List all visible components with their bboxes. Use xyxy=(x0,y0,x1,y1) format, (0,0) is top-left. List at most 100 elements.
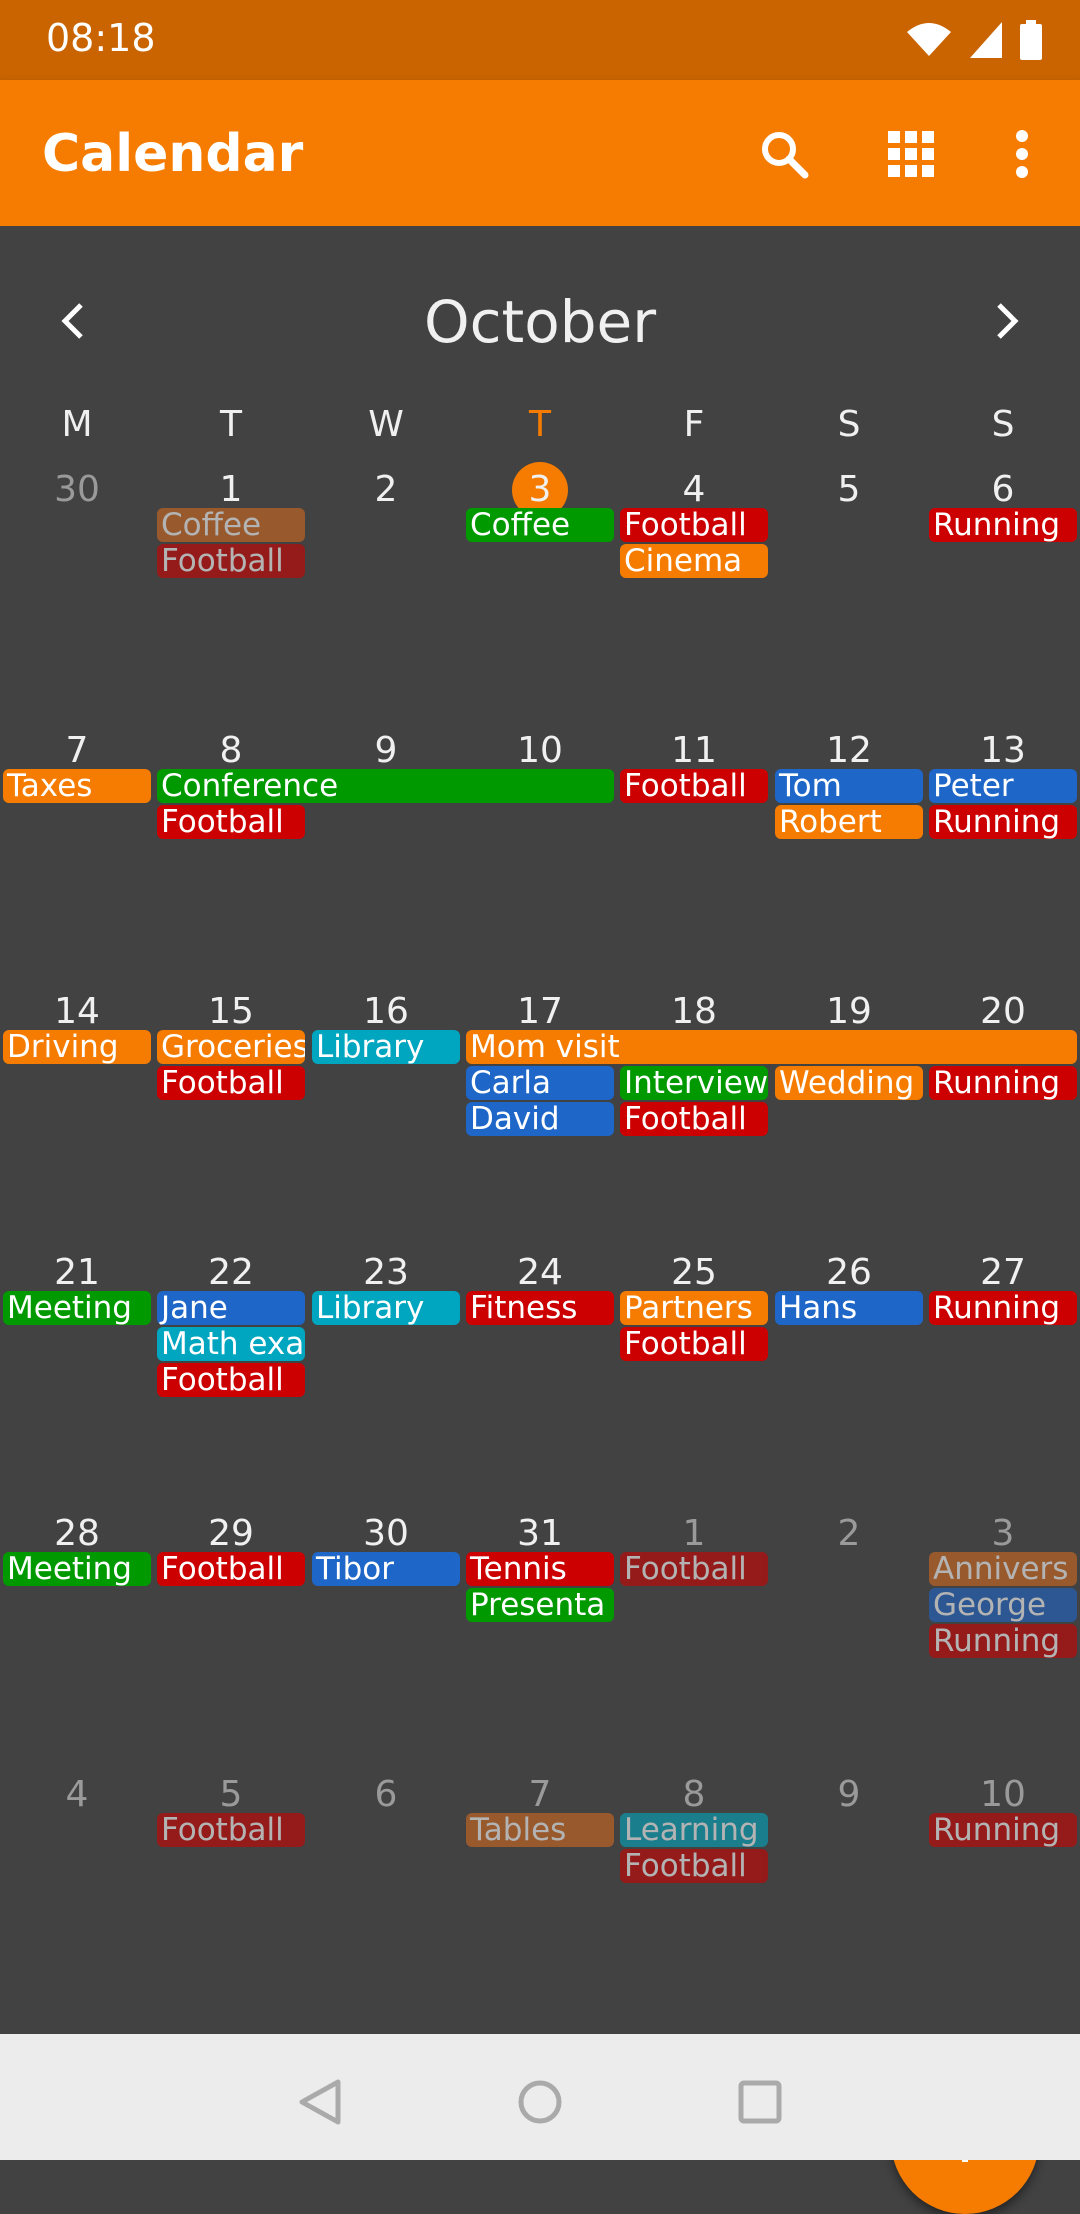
event-chip[interactable]: Football xyxy=(157,1066,305,1100)
event-chip[interactable]: Library xyxy=(312,1291,460,1325)
day-number[interactable]: 11 xyxy=(671,730,717,771)
event-chip[interactable]: Football xyxy=(157,544,305,578)
event-chip[interactable]: Football xyxy=(620,1849,768,1883)
day-number[interactable]: 5 xyxy=(219,1774,243,1815)
event-chip[interactable]: David xyxy=(466,1102,614,1136)
event-chip[interactable]: Hans xyxy=(775,1291,923,1325)
event-chip[interactable]: Annivers xyxy=(929,1552,1077,1586)
day-number[interactable]: 6 xyxy=(374,1774,398,1815)
event-chip[interactable]: Tom xyxy=(775,769,923,803)
event-chip[interactable]: Football xyxy=(620,769,768,803)
event-chip[interactable]: Tennis xyxy=(466,1552,614,1586)
event-chip[interactable]: Football xyxy=(157,805,305,839)
day-number[interactable]: 4 xyxy=(65,1774,89,1815)
event-chip[interactable]: Interview xyxy=(620,1066,768,1100)
grid-icon[interactable] xyxy=(879,122,943,186)
event-chip[interactable]: George xyxy=(929,1588,1077,1622)
day-number[interactable]: 9 xyxy=(374,730,398,771)
event-chip[interactable]: Running xyxy=(929,805,1077,839)
day-number[interactable]: 31 xyxy=(517,1513,563,1554)
day-number[interactable]: 8 xyxy=(682,1774,706,1815)
day-number[interactable]: 5 xyxy=(837,469,861,510)
day-number[interactable]: 24 xyxy=(517,1252,563,1293)
month-title[interactable]: October xyxy=(423,288,657,356)
day-number[interactable]: 4 xyxy=(682,469,706,510)
event-chip[interactable]: Coffee xyxy=(157,508,305,542)
event-chip[interactable]: Meeting xyxy=(3,1552,151,1586)
event-chip[interactable]: Robert xyxy=(775,805,923,839)
day-number[interactable]: 27 xyxy=(980,1252,1026,1293)
event-chip[interactable]: Presenta xyxy=(466,1588,614,1622)
day-number[interactable]: 1 xyxy=(219,469,243,510)
day-number[interactable]: 14 xyxy=(54,991,100,1032)
event-chip[interactable]: Football xyxy=(620,1102,768,1136)
day-number[interactable]: 10 xyxy=(517,730,563,771)
event-chip[interactable]: Groceries xyxy=(157,1030,305,1064)
day-number[interactable]: 22 xyxy=(208,1252,254,1293)
day-number[interactable]: 30 xyxy=(54,469,100,510)
event-chip[interactable]: Running xyxy=(929,1066,1077,1100)
event-chip[interactable]: Football xyxy=(620,1327,768,1361)
event-chip[interactable]: Tibor xyxy=(312,1552,460,1586)
event-chip[interactable]: Meeting xyxy=(3,1291,151,1325)
event-chip[interactable]: Football xyxy=(157,1552,305,1586)
event-chip[interactable]: Conference xyxy=(157,769,614,803)
back-icon[interactable] xyxy=(290,2072,350,2132)
day-number[interactable]: 7 xyxy=(528,1774,552,1815)
home-icon[interactable] xyxy=(510,2072,570,2132)
day-number[interactable]: 15 xyxy=(208,991,254,1032)
day-number[interactable]: 16 xyxy=(363,991,409,1032)
day-number[interactable]: 1 xyxy=(682,1513,706,1554)
event-chip[interactable]: Football xyxy=(157,1813,305,1847)
event-chip[interactable]: Football xyxy=(620,508,768,542)
event-chip[interactable]: Football xyxy=(620,1552,768,1586)
more-vert-icon[interactable] xyxy=(990,122,1054,186)
recents-icon[interactable] xyxy=(730,2072,790,2132)
event-chip[interactable]: Tables xyxy=(466,1813,614,1847)
event-chip[interactable]: Jane xyxy=(157,1291,305,1325)
day-number[interactable]: 10 xyxy=(980,1774,1026,1815)
event-chip[interactable]: Taxes xyxy=(3,769,151,803)
event-chip[interactable]: Math exa xyxy=(157,1327,305,1361)
event-chip[interactable]: Running xyxy=(929,1624,1077,1658)
day-number[interactable]: 8 xyxy=(219,730,243,771)
day-number[interactable]: 3 xyxy=(991,1513,1015,1554)
event-chip[interactable]: Wedding xyxy=(775,1066,923,1100)
day-number[interactable]: 7 xyxy=(65,730,89,771)
event-chip[interactable]: Football xyxy=(157,1363,305,1397)
day-number[interactable]: 19 xyxy=(826,991,872,1032)
event-chip[interactable]: Carla xyxy=(466,1066,614,1100)
day-number[interactable]: 2 xyxy=(374,469,398,510)
day-number[interactable]: 30 xyxy=(363,1513,409,1554)
next-month-icon[interactable] xyxy=(972,286,1042,356)
day-number[interactable]: 17 xyxy=(517,991,563,1032)
event-chip[interactable]: Driving xyxy=(3,1030,151,1064)
event-chip[interactable]: Running xyxy=(929,1813,1077,1847)
event-chip[interactable]: Coffee xyxy=(466,508,614,542)
day-number[interactable]: 23 xyxy=(363,1252,409,1293)
day-number[interactable]: 3 xyxy=(528,469,552,510)
day-number[interactable]: 2 xyxy=(837,1513,861,1554)
event-chip[interactable]: Learning xyxy=(620,1813,768,1847)
event-chip[interactable]: Fitness xyxy=(466,1291,614,1325)
day-number[interactable]: 20 xyxy=(980,991,1026,1032)
day-number[interactable]: 26 xyxy=(826,1252,872,1293)
day-number[interactable]: 9 xyxy=(837,1774,861,1815)
event-chip[interactable]: Running xyxy=(929,508,1077,542)
day-number[interactable]: 29 xyxy=(208,1513,254,1554)
day-number[interactable]: 21 xyxy=(54,1252,100,1293)
event-chip[interactable]: Running xyxy=(929,1291,1077,1325)
prev-month-icon[interactable] xyxy=(38,286,108,356)
event-chip[interactable]: Partners xyxy=(620,1291,768,1325)
day-number[interactable]: 6 xyxy=(991,469,1015,510)
day-number[interactable]: 13 xyxy=(980,730,1026,771)
event-chip[interactable]: Mom visit xyxy=(466,1030,1077,1064)
day-number[interactable]: 18 xyxy=(671,991,717,1032)
event-chip[interactable]: Peter xyxy=(929,769,1077,803)
event-chip[interactable]: Cinema xyxy=(620,544,768,578)
day-number[interactable]: 28 xyxy=(54,1513,100,1554)
day-number[interactable]: 25 xyxy=(671,1252,717,1293)
search-icon[interactable] xyxy=(752,122,816,186)
day-number[interactable]: 12 xyxy=(826,730,872,771)
event-chip[interactable]: Library xyxy=(312,1030,460,1064)
